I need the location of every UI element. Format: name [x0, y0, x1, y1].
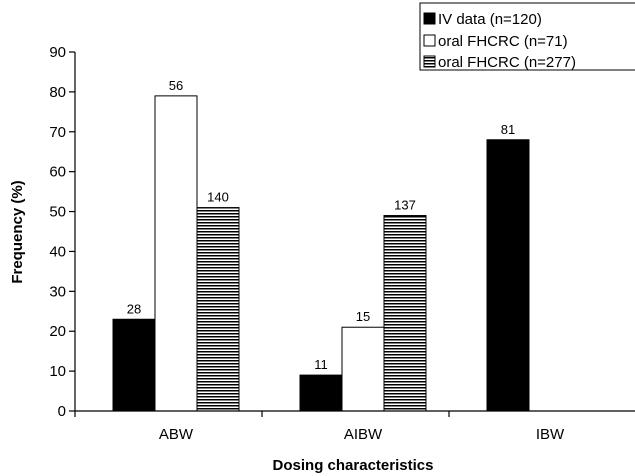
y-tick-label: 80: [49, 84, 66, 101]
bar-abw-oral-fhcrc-n-277: [196, 207, 240, 412]
legend-swatch-oral-fhcrc-71: [423, 34, 436, 47]
data-label-aibw-iv-data-n-120: 11: [314, 357, 328, 372]
legend-swatch-iv-data: [423, 12, 436, 25]
bar-aibw-iv-data-n-120: [299, 374, 343, 412]
x-axis-ticks: ABW AIBW IBW: [74, 411, 565, 443]
y-tick-label: 40: [49, 243, 66, 260]
legend: IV data (n=120) oral FHCRC (n=71) oral F…: [419, 2, 635, 71]
bar-ibw-iv-data-n-120: [486, 139, 530, 412]
data-label-ibw-iv-data-n-120: 81: [501, 122, 515, 137]
legend-label-oral-fhcrc-71: oral FHCRC (n=71): [438, 33, 568, 50]
bar-aibw-oral-fhcrc-n-71: [341, 326, 385, 412]
y-tick-label: 50: [49, 204, 66, 221]
x-tick-label-ibw: IBW: [536, 426, 565, 443]
data-labels: 28 56 140 11 15 137 81: [127, 78, 515, 372]
x-axis-title: Dosing characteristics: [273, 457, 434, 474]
legend-label-oral-fhcrc-277: oral FHCRC (n=277): [438, 54, 576, 71]
y-tick-label: 30: [49, 283, 66, 300]
x-tick-label-aibw: AIBW: [344, 426, 383, 443]
data-label-abw-iv-data-n-120: 28: [127, 301, 141, 316]
legend-swatch-oral-fhcrc-277: [423, 55, 436, 68]
y-tick-label: 0: [58, 403, 66, 420]
y-tick-label: 10: [49, 363, 66, 380]
data-label-aibw-oral-fhcrc-n-277: 137: [394, 198, 416, 213]
y-axis-ticks: 0 10 20 30 40 50 60 70 80 90: [49, 44, 75, 420]
y-tick-label: 90: [49, 44, 66, 61]
bar-aibw-oral-fhcrc-n-277: [383, 215, 427, 412]
data-label-aibw-oral-fhcrc-n-71: 15: [356, 309, 370, 324]
legend-box: [419, 2, 635, 71]
x-tick-label-abw: ABW: [159, 426, 194, 443]
legend-label-iv-data: IV data (n=120): [438, 11, 542, 28]
bars: [112, 95, 530, 412]
data-label-abw-oral-fhcrc-n-277: 140: [207, 190, 229, 205]
y-tick-label: 60: [49, 164, 66, 181]
y-tick-label: 70: [49, 124, 66, 141]
bar-abw-iv-data-n-120: [112, 318, 156, 412]
y-axis-title: Frequency (%): [9, 180, 26, 283]
bar-abw-oral-fhcrc-n-71: [154, 95, 198, 412]
y-tick-label: 20: [49, 323, 66, 340]
data-label-abw-oral-fhcrc-n-71: 56: [169, 78, 183, 93]
